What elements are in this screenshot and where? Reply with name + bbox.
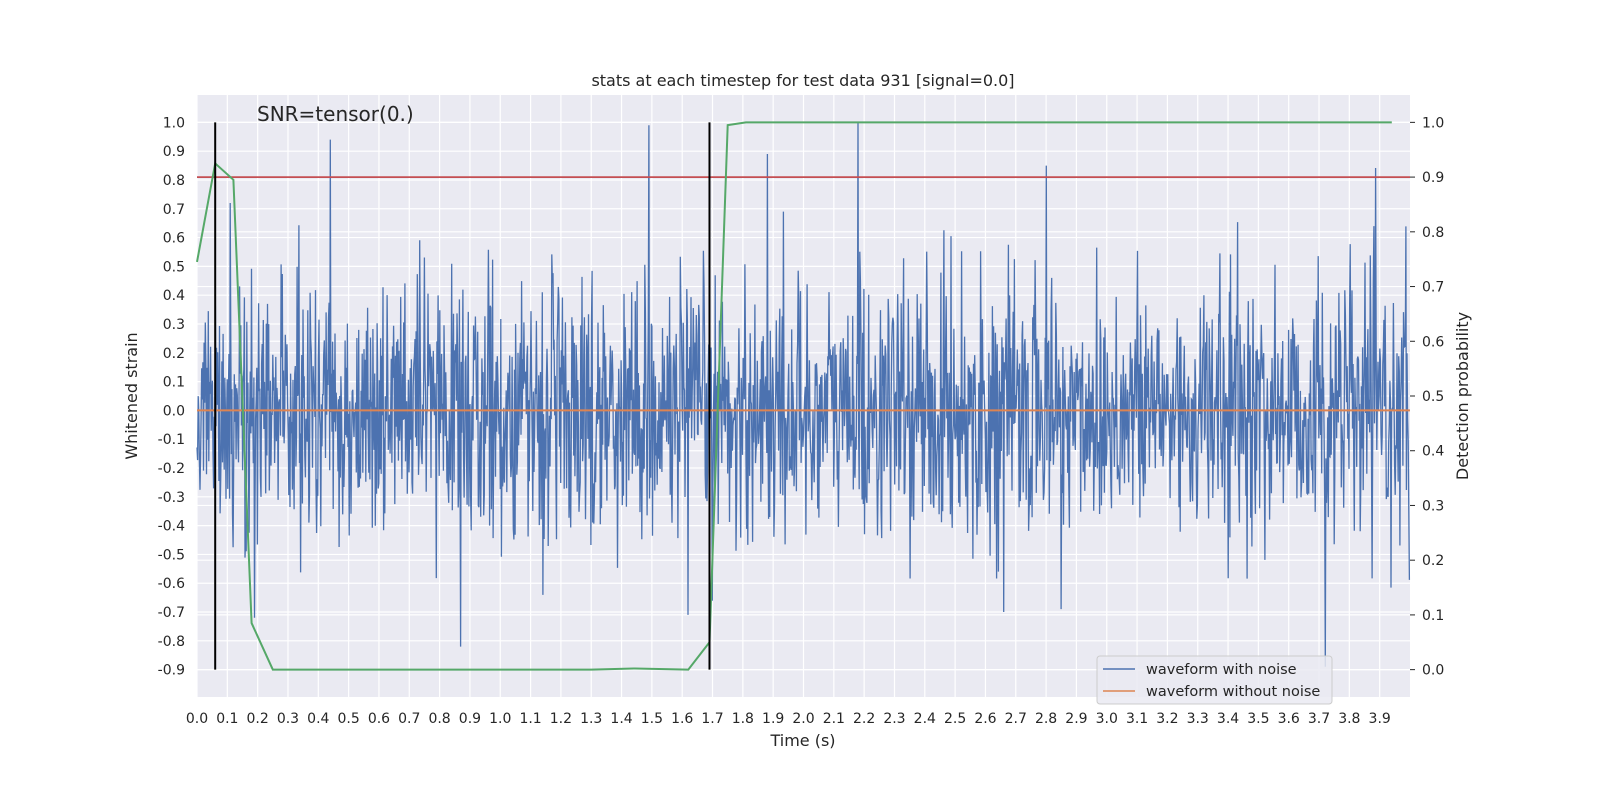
y-tick-label-left: -0.7 xyxy=(158,605,185,621)
x-tick-label: 0.5 xyxy=(337,711,359,727)
x-tick-label: 2.5 xyxy=(944,711,966,727)
legend: waveform with noise waveform without noi… xyxy=(1096,655,1333,705)
x-tick-label: 1.0 xyxy=(489,711,511,727)
x-tick-label: 3.6 xyxy=(1278,711,1300,727)
x-tick-label: 3.8 xyxy=(1338,711,1360,727)
y-tick-label-left: -0.4 xyxy=(158,519,185,535)
y-tick-label-right: 0.1 xyxy=(1422,608,1444,624)
x-tick-label: 0.8 xyxy=(428,711,450,727)
x-tick-label: 1.1 xyxy=(519,711,541,727)
legend-label-noise: waveform with noise xyxy=(1146,662,1297,678)
x-tick-label: 1.9 xyxy=(762,711,784,727)
x-tick-label: 0.4 xyxy=(307,711,329,727)
y-tick-label-right: 0.8 xyxy=(1422,225,1444,241)
x-tick-label: 3.2 xyxy=(1156,711,1178,727)
x-tick-label: 3.1 xyxy=(1126,711,1148,727)
x-tick-label: 2.0 xyxy=(792,711,814,727)
y-tick-label-left: -0.9 xyxy=(158,663,185,679)
y-tick-label-right: 0.4 xyxy=(1422,444,1444,460)
x-axis-label: Time (s) xyxy=(769,731,835,750)
y-tick-label-left: 0.5 xyxy=(163,259,185,275)
x-tick-label: 1.6 xyxy=(671,711,693,727)
y-tick-label-left: 0.6 xyxy=(163,231,185,247)
y-tick-label-right: 0.3 xyxy=(1422,498,1444,514)
x-tick-label: 1.5 xyxy=(641,711,663,727)
y-tick-label-left: 0.4 xyxy=(163,288,185,304)
y-tick-label-left: -0.3 xyxy=(158,490,185,506)
x-tick-label: 1.8 xyxy=(732,711,754,727)
y-tick-label-right: 0.6 xyxy=(1422,334,1444,350)
y-tick-label-left: -0.2 xyxy=(158,461,185,477)
x-tick-label: 2.9 xyxy=(1065,711,1087,727)
x-tick-label: 3.0 xyxy=(1096,711,1118,727)
y-tick-label-left: -0.1 xyxy=(158,432,185,448)
y-tick-label-left: 0.0 xyxy=(163,403,185,419)
chart-title: stats at each timestep for test data 931… xyxy=(591,71,1014,90)
y-tick-label-left: 0.8 xyxy=(163,173,185,189)
y-axis-label-left: Whitened strain xyxy=(122,332,141,459)
legend-box xyxy=(1096,655,1333,705)
legend-label-clean: waveform without noise xyxy=(1146,684,1320,700)
y-tick-label-right: 0.5 xyxy=(1422,389,1444,405)
x-tick-label: 3.5 xyxy=(1247,711,1269,727)
x-tick-label: 2.4 xyxy=(914,711,936,727)
x-tick-label: 0.2 xyxy=(247,711,269,727)
x-tick-label: 2.2 xyxy=(853,711,875,727)
x-tick-label: 1.7 xyxy=(701,711,723,727)
x-tick-label: 2.7 xyxy=(1005,711,1027,727)
y-tick-label-left: 0.3 xyxy=(163,317,185,333)
y-tick-label-left: 0.9 xyxy=(163,144,185,160)
series-line-waveform-with-noise xyxy=(196,122,1411,667)
x-tick-label: 1.3 xyxy=(580,711,602,727)
x-tick-label: 0.0 xyxy=(186,711,208,727)
y-tick-label-left: 0.1 xyxy=(163,375,185,391)
x-tick-label: 0.1 xyxy=(216,711,238,727)
x-tick-label: 0.3 xyxy=(277,711,299,727)
x-tick-label: 3.9 xyxy=(1369,711,1391,727)
y-tick-label-left: 1.0 xyxy=(163,115,185,131)
y-tick-label-left: -0.8 xyxy=(158,634,185,650)
x-tick-label: 1.4 xyxy=(610,711,632,727)
y-tick-label-right: 0.0 xyxy=(1422,663,1444,679)
y-tick-label-left: -0.6 xyxy=(158,576,185,592)
y-tick-label-right: 1.0 xyxy=(1422,115,1444,131)
x-tick-label: 3.7 xyxy=(1308,711,1330,727)
x-tick-label: 0.7 xyxy=(398,711,420,727)
x-tick-label: 3.4 xyxy=(1217,711,1239,727)
x-tick-label: 1.2 xyxy=(550,711,572,727)
x-tick-label: 0.9 xyxy=(459,711,481,727)
snr-annotation: SNR=tensor(0.) xyxy=(257,102,414,126)
y-tick-label-right: 0.2 xyxy=(1422,553,1444,569)
x-tick-label: 2.6 xyxy=(974,711,996,727)
y-tick-label-right: 0.7 xyxy=(1422,280,1444,296)
y-tick-label-right: 0.9 xyxy=(1422,170,1444,186)
y-axis-label-right: Detection probability xyxy=(1453,312,1472,480)
y-tick-label-left: 0.7 xyxy=(163,202,185,218)
x-tick-label: 2.8 xyxy=(1035,711,1057,727)
x-tick-label: 2.1 xyxy=(823,711,845,727)
y-tick-label-left: -0.5 xyxy=(158,547,185,563)
x-tick-label: 0.6 xyxy=(368,711,390,727)
series-line-detection-probability xyxy=(196,121,1392,671)
x-tick-label: 2.3 xyxy=(883,711,905,727)
x-tick-label: 3.3 xyxy=(1187,711,1209,727)
y-tick-label-left: 0.2 xyxy=(163,346,185,362)
